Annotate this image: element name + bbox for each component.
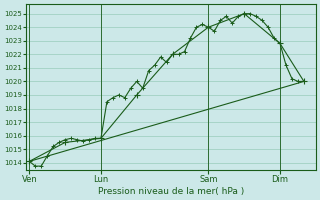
- X-axis label: Pression niveau de la mer( hPa ): Pression niveau de la mer( hPa ): [98, 187, 244, 196]
